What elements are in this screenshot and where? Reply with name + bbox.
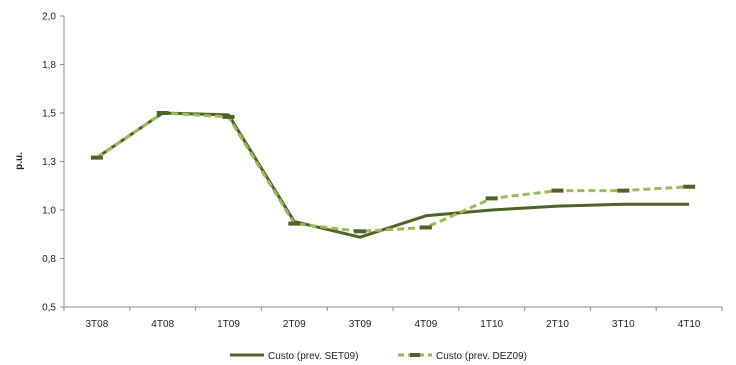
series-line-0 [96, 111, 690, 239]
data-point-marker [222, 114, 235, 119]
y-tick-label: 1,8 [42, 60, 56, 71]
data-point-marker [551, 188, 564, 193]
data-point-marker [617, 188, 630, 193]
x-tick-label: 1T10 [480, 319, 503, 330]
x-tick-label: 2T10 [546, 319, 569, 330]
x-tick-label: 3T08 [86, 319, 109, 330]
series-line-1 [96, 111, 690, 233]
y-tick-label: 1,3 [42, 157, 56, 168]
x-tick-label: 4T08 [151, 319, 174, 330]
data-point-marker [90, 155, 103, 160]
legend-label: Custo (prev. SET09) [268, 351, 358, 362]
y-tick-label: 1,0 [42, 206, 56, 217]
x-tick-label: 1T09 [217, 319, 240, 330]
y-tick-label: 2,0 [42, 12, 56, 23]
y-axis-title: p.u. [14, 152, 25, 170]
x-tick-label: 4T10 [678, 319, 701, 330]
x-tick-label: 2T09 [283, 319, 306, 330]
legend-item-custo-dez09: Custo (prev. DEZ09) [398, 351, 527, 362]
legend-marker [410, 353, 420, 357]
legend-label: Custo (prev. DEZ09) [436, 351, 527, 362]
y-tick-label: 0,8 [42, 254, 56, 265]
data-point-marker [354, 229, 367, 234]
data-point-marker [683, 184, 696, 189]
data-point-marker [156, 111, 169, 115]
data-point-marker [485, 196, 498, 201]
plot-area: 0,5 0,8 1,0 1,3 1,5 1,8 2,0 3T08 4T08 1T09 2T09 3T0… [42, 12, 723, 330]
data-point-marker [288, 221, 301, 226]
data-point-marker [419, 225, 432, 230]
x-tick-label: 4T09 [415, 319, 438, 330]
x-tick-label: 3T09 [349, 319, 372, 330]
y-tick-label: 1,5 [42, 109, 56, 120]
legend-item-custo-set09: Custo (prev. SET09) [230, 351, 358, 362]
x-tick-label: 3T10 [612, 319, 635, 330]
y-tick-label: 0,5 [42, 303, 56, 314]
legend: Custo (prev. SET09) Custo (prev. DEZ09) [230, 351, 527, 362]
